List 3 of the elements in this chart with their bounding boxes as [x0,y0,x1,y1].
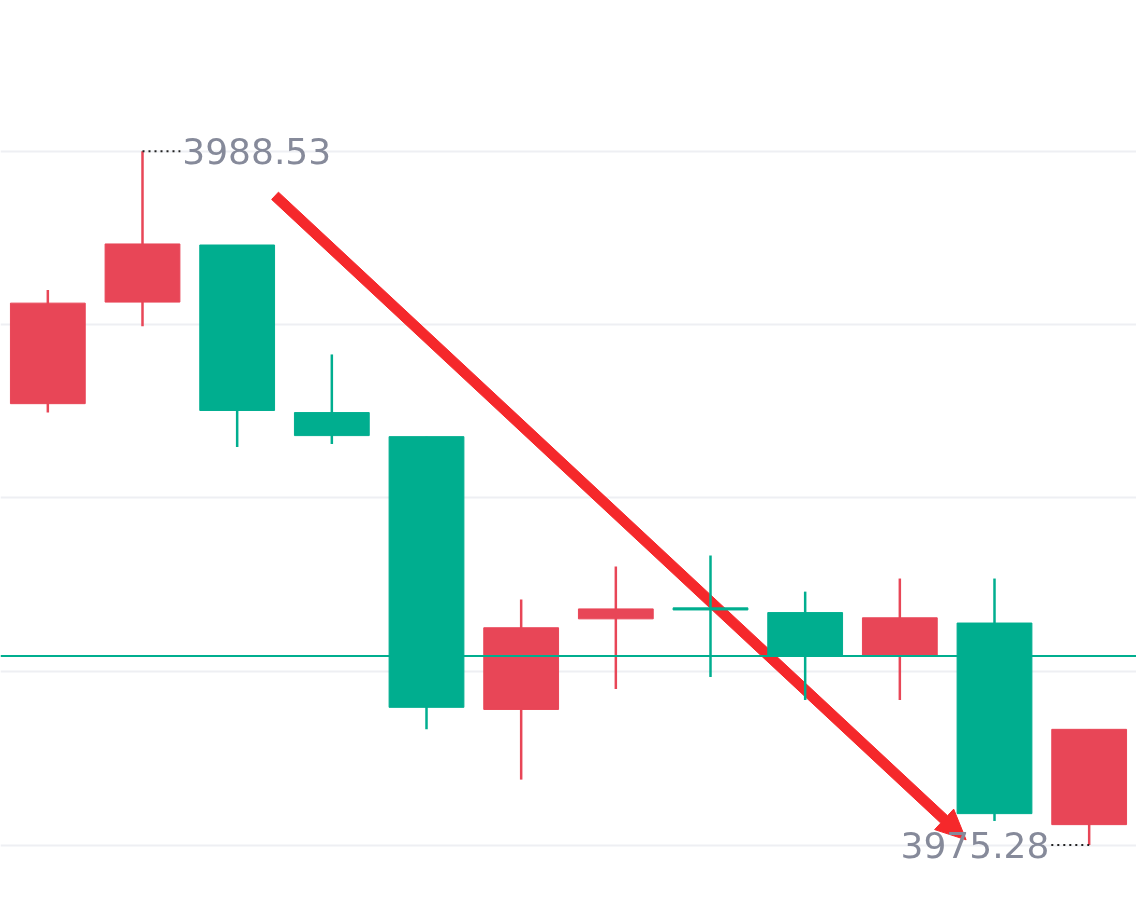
annotation: 3975.28 [900,825,1050,867]
annotation: 3988.53 [182,131,332,173]
candlestick [577,565,654,691]
